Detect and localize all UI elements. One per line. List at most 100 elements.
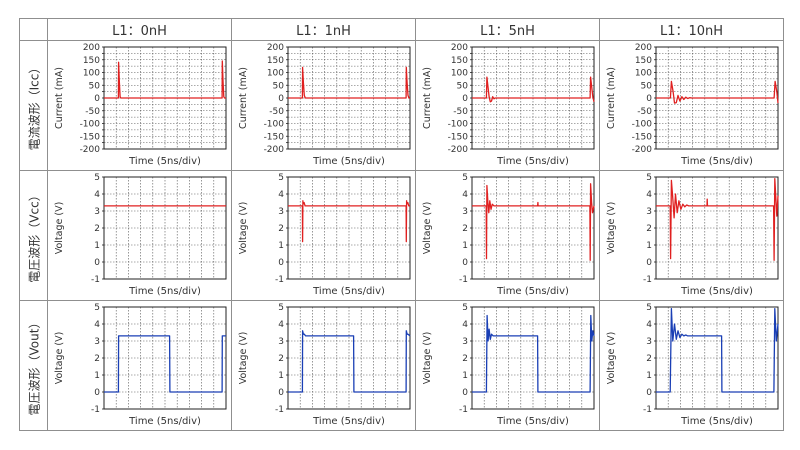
chart-cell: -1 0 1 2 3 4 5 Voltage (V) Time (5ns/div) [47,300,232,431]
y-tick-label: -50 [85,107,100,117]
y-tick-label: -1 [643,405,652,415]
y-tick-label: -150 [264,132,285,142]
chart-cell: -1 0 1 2 3 4 5 Voltage (V) Time (5ns/div) [415,170,600,301]
y-tick-label: 0 [646,94,652,104]
y-tick-label: 1 [94,241,100,251]
y-tick-label: 5 [278,173,284,183]
corner-cell [19,18,48,41]
y-tick-label: 0 [462,94,468,104]
y-tick-label: 5 [94,173,100,183]
waveform-line [472,76,595,103]
y-tick-label: 1 [646,241,652,251]
y-tick-label: 0 [94,258,100,268]
y-tick-label: 0 [278,94,284,104]
y-tick-label: 3 [646,207,652,217]
y-tick-label: 3 [278,207,284,217]
waveform-chart: -1 0 1 2 3 4 5 Voltage (V) Time (5ns/div) [422,173,595,297]
y-tick-label: 2 [462,354,468,364]
y-axis-label: Voltage (V) [606,202,617,255]
y-tick-label: -1 [275,275,284,285]
y-tick-label: 150 [451,56,468,66]
x-axis-label: Time (5ns/div) [680,156,753,167]
y-tick-label: 0 [462,258,468,268]
y-tick-label: -1 [459,275,468,285]
y-tick-label: 4 [462,320,468,330]
y-tick-label: 2 [462,224,468,234]
y-tick-label: -200 [80,145,101,155]
waveform-line [288,200,410,243]
y-tick-label: 100 [635,69,652,79]
y-tick-label: 2 [646,224,652,234]
y-tick-label: -100 [264,120,285,130]
y-tick-label: 3 [94,207,100,217]
y-tick-label: 4 [278,320,284,330]
y-tick-label: 1 [278,241,284,251]
y-tick-label: 2 [94,224,100,234]
waveform-chart: -1 0 1 2 3 4 5 Voltage (V) Time (5ns/div) [422,303,595,427]
x-axis-label: Time (5ns/div) [128,286,201,297]
waveform-line [656,308,779,393]
waveform-line [472,314,595,393]
y-tick-label: 3 [278,337,284,347]
y-tick-label: 2 [278,354,284,364]
x-axis-label: Time (5ns/div) [312,286,385,297]
y-tick-label: 0 [278,258,284,268]
y-tick-label: 0 [462,388,468,398]
row-header-label: 電圧波形（Vout） [27,316,41,415]
y-axis-label: Voltage (V) [54,332,65,385]
x-axis-label: Time (5ns/div) [496,156,569,167]
y-tick-label: 3 [462,337,468,347]
y-tick-label: -200 [448,145,469,155]
x-axis-label: Time (5ns/div) [680,416,753,427]
y-tick-label: -100 [448,120,469,130]
y-tick-label: 1 [462,241,468,251]
y-axis-label: Current (mA) [54,67,65,129]
y-tick-label: 5 [462,303,468,313]
y-tick-label: -100 [80,120,101,130]
waveform-chart: -1 0 1 2 3 4 5 Voltage (V) Time (5ns/div) [54,173,227,297]
y-tick-label: -50 [453,107,468,117]
y-axis-label: Current (mA) [238,67,249,129]
column-header: L1：0nH [47,18,232,41]
waveform-chart: -1 0 1 2 3 4 5 Voltage (V) Time (5ns/div) [238,173,411,297]
waveform-line [656,178,779,261]
x-axis-label: Time (5ns/div) [312,416,385,427]
waveform-chart: -200 -150 -100 -50 0 50 100 150 200 Current (mA) T… [238,43,411,167]
y-axis-label: Voltage (V) [238,332,249,385]
y-tick-label: 200 [267,43,284,53]
y-tick-label: 2 [278,224,284,234]
y-tick-label: 50 [89,81,101,91]
y-tick-label: 200 [83,43,100,53]
column-header: L1：1nH [231,18,416,41]
y-axis-label: Voltage (V) [606,332,617,385]
y-tick-label: -150 [448,132,469,142]
row-header: 電圧波形（Vout） [19,300,48,431]
header-row: L1：0nH L1：1nH L1：5nH L1：10nH [19,18,784,41]
y-axis-label: Current (mA) [606,67,617,129]
row-header-label: 電流波形（Icc） [27,61,41,150]
waveform-line [472,183,595,261]
y-tick-label: 4 [278,190,284,200]
chart-cell: -1 0 1 2 3 4 5 Voltage (V) Time (5ns/div) [231,300,416,431]
y-tick-label: 0 [94,94,100,104]
y-tick-label: -1 [275,405,284,415]
y-tick-label: 150 [635,56,652,66]
y-tick-label: 5 [646,303,652,313]
waveform-chart: -200 -150 -100 -50 0 50 100 150 200 Current (mA) T… [606,43,779,167]
y-tick-label: -200 [264,145,285,155]
row-vout: 電圧波形（Vout） -1 0 1 2 3 4 5 Voltage (V) Time (5ns/… [19,300,784,431]
y-tick-label: 200 [451,43,468,53]
y-tick-label: -150 [80,132,101,142]
y-tick-label: 1 [646,371,652,381]
y-tick-label: 1 [462,371,468,381]
waveform-line [104,335,226,393]
y-tick-label: 4 [94,320,100,330]
y-tick-label: 0 [278,388,284,398]
chart-cell: -1 0 1 2 3 4 5 Voltage (V) Time (5ns/div) [599,170,784,301]
waveform-line [656,80,779,104]
chart-cell: -200 -150 -100 -50 0 50 100 150 200 Current (mA) T… [599,40,784,171]
chart-cell: -1 0 1 2 3 4 5 Voltage (V) Time (5ns/div) [415,300,600,431]
y-tick-label: 2 [646,354,652,364]
y-tick-label: 4 [94,190,100,200]
y-axis-label: Voltage (V) [422,332,433,385]
